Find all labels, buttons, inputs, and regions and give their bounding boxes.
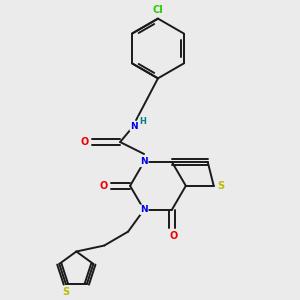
Text: N: N [140,205,148,214]
Text: Cl: Cl [153,5,163,15]
Text: S: S [217,181,224,191]
Text: O: O [170,231,178,242]
Text: N: N [130,122,138,130]
Text: H: H [140,117,146,126]
Text: O: O [81,137,89,147]
Text: N: N [140,158,148,166]
Text: S: S [62,287,69,297]
Text: O: O [99,181,107,191]
